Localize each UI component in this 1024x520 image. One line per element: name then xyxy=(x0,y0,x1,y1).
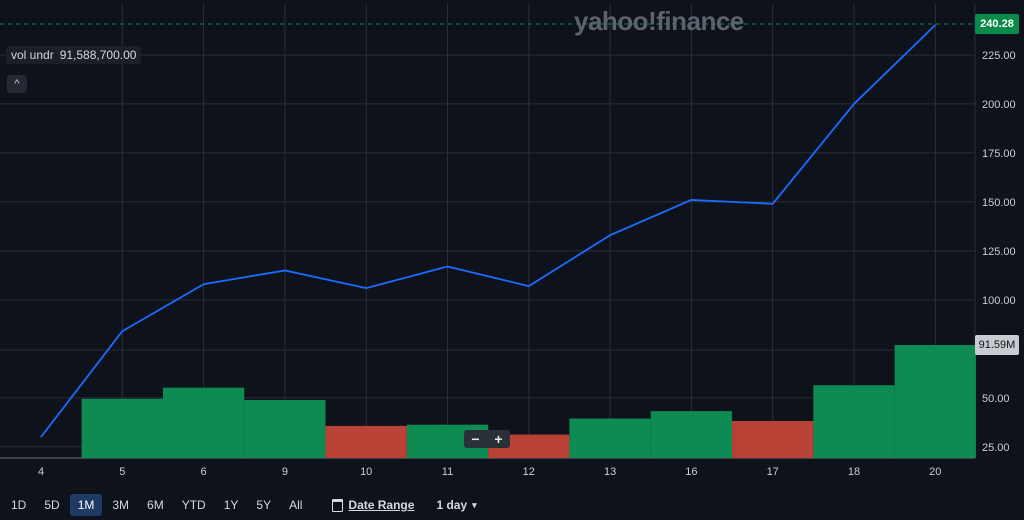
range-button-1m[interactable]: 1M xyxy=(69,494,103,516)
y-tick-label: 200.00 xyxy=(982,99,1016,111)
price-point xyxy=(447,266,448,268)
price-point xyxy=(203,283,205,285)
y-tick-label: 175.00 xyxy=(982,148,1016,160)
range-button-1y[interactable]: 1Y xyxy=(223,498,239,512)
x-tick-label: 12 xyxy=(523,466,535,478)
x-tick-label: 4 xyxy=(38,466,44,478)
legend-label: vol undr xyxy=(11,48,54,62)
price-point xyxy=(609,234,611,236)
y-tick-label: 150.00 xyxy=(982,197,1016,209)
volume-legend: vol undr 91,588,700.00 xyxy=(6,46,142,64)
x-tick-label: 11 xyxy=(442,466,453,478)
range-button-1d[interactable]: 1D xyxy=(11,498,27,512)
zoom-out-button[interactable]: − xyxy=(471,431,480,447)
chevron-down-icon: ▾ xyxy=(472,499,477,510)
interval-select[interactable]: 1 day ▾ xyxy=(436,498,476,512)
legend-value: 91,588,700.00 xyxy=(59,48,137,62)
volume-bar xyxy=(732,420,814,458)
zoom-control: − + xyxy=(464,430,510,448)
x-tick-label: 18 xyxy=(848,466,860,478)
y-tick-label: 100.00 xyxy=(982,295,1016,307)
chevron-up-icon[interactable]: ^ xyxy=(7,75,27,93)
range-button-5d[interactable]: 5D xyxy=(44,498,60,512)
price-point xyxy=(121,330,123,332)
date-range-button[interactable]: Date Range xyxy=(332,498,414,512)
volume-bar xyxy=(569,418,651,458)
range-button-5y[interactable]: 5Y xyxy=(256,498,272,512)
interval-label: 1 day xyxy=(436,498,468,512)
last-volume-flag: 91.59M xyxy=(975,335,1019,355)
axis-layer: 25.00 50.00 100.00 125.00 150.00 175.00 200.00… xyxy=(38,50,1016,478)
x-tick-label: 16 xyxy=(685,466,697,478)
price-point xyxy=(934,24,936,26)
calendar-icon xyxy=(332,498,344,512)
range-button-all[interactable]: All xyxy=(289,498,303,512)
price-point xyxy=(690,199,692,201)
price-point xyxy=(853,103,855,105)
range-button-ytd[interactable]: YTD xyxy=(181,498,206,512)
date-range-label: Date Range xyxy=(348,498,415,512)
yahoo-finance-logo: yahoo!finance xyxy=(574,6,744,36)
x-tick-label: 6 xyxy=(201,466,207,478)
price-point xyxy=(528,285,530,287)
price-point xyxy=(284,269,286,271)
x-tick-label: 10 xyxy=(360,466,372,478)
price-point xyxy=(40,436,42,438)
x-tick-label: 5 xyxy=(119,466,125,478)
volume-bar xyxy=(813,385,895,458)
price-line xyxy=(40,24,936,438)
x-tick-label: 9 xyxy=(282,466,288,478)
volume-bar xyxy=(650,411,733,458)
x-tick-label: 17 xyxy=(767,466,779,478)
last-price-flag: 240.28 xyxy=(975,14,1019,34)
x-tick-label: 13 xyxy=(604,466,616,478)
y-tick-label: 50.00 xyxy=(982,393,1010,405)
range-toolbar: 1D 5D 1M 3M 6M YTD 1Y 5Y All Date Range … xyxy=(0,490,1024,520)
volume-bar xyxy=(162,387,245,458)
range-button-3m[interactable]: 3M xyxy=(112,498,130,512)
zoom-in-button[interactable]: + xyxy=(494,431,503,447)
y-tick-label: 225.00 xyxy=(982,50,1016,62)
y-tick-label: 125.00 xyxy=(982,246,1016,258)
volume-bar xyxy=(244,400,326,458)
price-point xyxy=(772,203,774,205)
volume-bar xyxy=(325,425,407,458)
price-line-layer xyxy=(40,24,936,438)
volume-bar xyxy=(81,398,163,458)
volume-bar xyxy=(894,345,976,458)
y-tick-label: 25.00 xyxy=(982,442,1010,454)
range-button-6m[interactable]: 6M xyxy=(147,498,164,512)
price-point xyxy=(365,287,367,289)
x-tick-label: 20 xyxy=(929,466,941,478)
